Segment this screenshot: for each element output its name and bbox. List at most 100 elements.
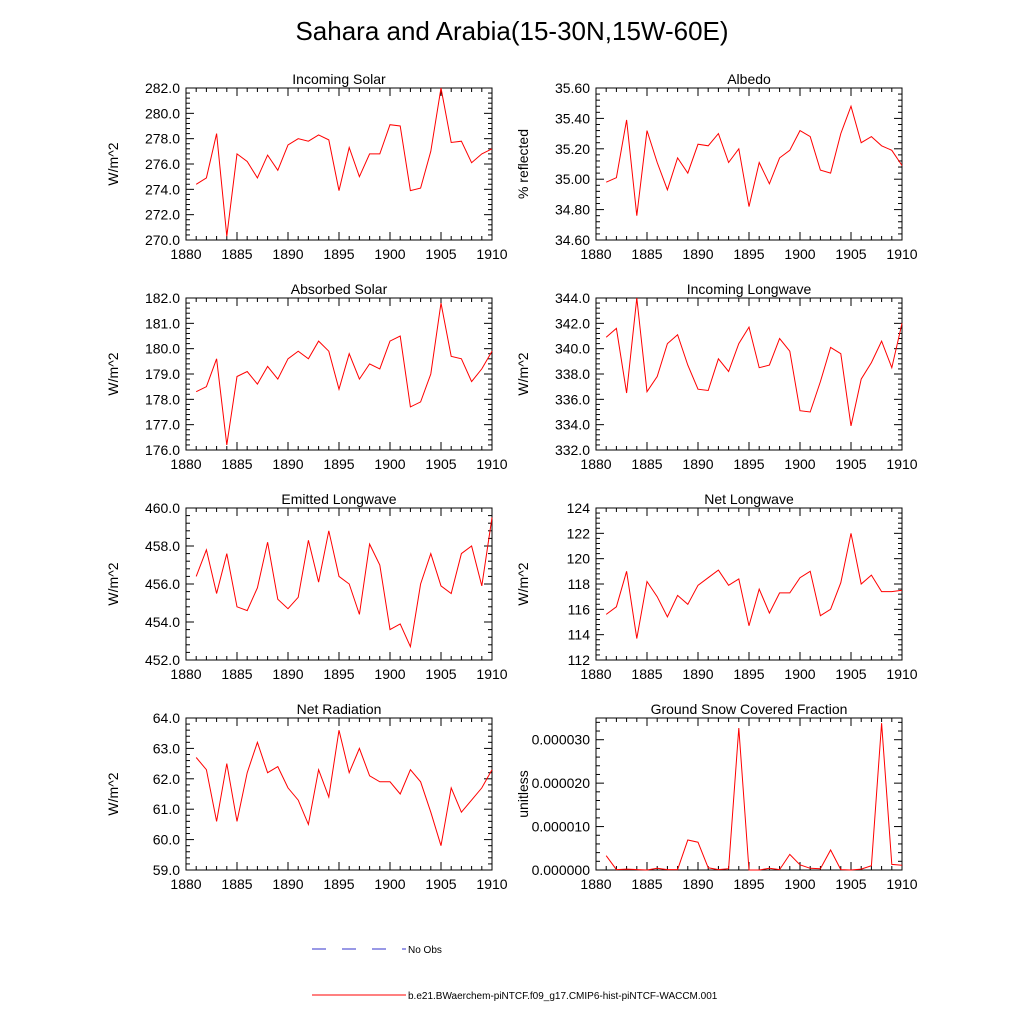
- y-tick-label: 338.0: [555, 366, 590, 382]
- plot-frame: [595, 717, 903, 871]
- series-line-ground-snow-covered-fraction: [605, 723, 903, 871]
- y-tick-label: 332.0: [555, 442, 590, 458]
- y-tick-label: 344.0: [555, 290, 590, 306]
- y-tick-label: 124: [567, 500, 591, 516]
- y-tick-label: 34.60: [555, 232, 590, 248]
- x-tick-label: 1900: [784, 456, 815, 472]
- panel-title: Emitted Longwave: [281, 491, 396, 507]
- x-tick-label: 1885: [631, 456, 662, 472]
- y-tick-label: 342.0: [555, 315, 590, 331]
- y-tick-label: 34.80: [555, 202, 590, 218]
- panel-incoming-solar: Incoming Solar W/m^2 1880 1885 1890 1895 1900 1…: [105, 71, 508, 262]
- y-tick-label: 176.0: [145, 442, 180, 458]
- plot-frame: [595, 297, 903, 451]
- plot-frame: [185, 507, 493, 661]
- y-tick-label: 0.000010: [532, 819, 591, 835]
- x-tick-label: 1905: [425, 666, 456, 682]
- y-tick-label: 35.20: [555, 141, 590, 157]
- panel-title: Ground Snow Covered Fraction: [651, 701, 848, 717]
- plot-frame: [595, 507, 903, 661]
- y-tick-label: 456.0: [145, 576, 180, 592]
- y-tick-label: 276.0: [145, 156, 180, 172]
- y-tick-label: 340.0: [555, 341, 590, 357]
- x-tick-label: 1880: [170, 666, 201, 682]
- x-tick-label: 1880: [580, 876, 611, 892]
- x-tick-label: 1910: [886, 666, 917, 682]
- x-tick-label: 1900: [374, 666, 405, 682]
- y-axis-label: % reflected: [515, 129, 531, 199]
- y-tick-label: 179.0: [145, 366, 180, 382]
- figure-title: Sahara and Arabia(15-30N,15W-60E): [295, 16, 728, 46]
- y-tick-label: 182.0: [145, 290, 180, 306]
- series-line-albedo: [605, 104, 903, 216]
- x-tick-label: 1885: [221, 876, 252, 892]
- panel-title: Albedo: [727, 71, 771, 87]
- y-tick-label: 116: [568, 601, 591, 617]
- x-tick-label: 1905: [835, 666, 866, 682]
- panels: Incoming Solar W/m^2 1880 1885 1890 1895 1900 1…: [105, 71, 918, 892]
- y-tick-label: 452.0: [145, 652, 180, 668]
- panel-albedo: Albedo % reflected 1880 1885 1890 1895 1900 190…: [515, 71, 918, 262]
- x-tick-label: 1885: [221, 456, 252, 472]
- y-tick-label: 180.0: [145, 341, 180, 357]
- y-tick-label: 120: [567, 551, 591, 567]
- x-tick-label: 1885: [631, 666, 662, 682]
- panel-title: Net Radiation: [297, 701, 382, 717]
- x-tick-label: 1910: [886, 246, 917, 262]
- y-tick-label: 35.00: [555, 171, 590, 187]
- x-tick-label: 1885: [631, 876, 662, 892]
- plot-frame: [185, 87, 493, 241]
- y-tick-label: 35.60: [555, 80, 590, 96]
- y-tick-label: 181.0: [145, 315, 180, 331]
- series-line-incoming-solar: [195, 87, 493, 237]
- y-axis-label: W/m^2: [105, 352, 121, 395]
- x-tick-label: 1885: [631, 246, 662, 262]
- y-tick-label: 278.0: [145, 131, 180, 147]
- x-tick-label: 1895: [323, 666, 354, 682]
- legend: No Obs b.e21.BWaerchem-piNTCF.f09_g17.CM…: [312, 945, 718, 1002]
- x-tick-label: 1880: [170, 246, 201, 262]
- x-tick-label: 1890: [272, 666, 303, 682]
- y-tick-label: 0.000000: [532, 862, 591, 878]
- y-tick-label: 454.0: [145, 614, 180, 630]
- x-tick-label: 1880: [580, 246, 611, 262]
- x-tick-label: 1910: [886, 876, 917, 892]
- panel-title: Net Longwave: [704, 491, 794, 507]
- series-line-emitted-longwave: [195, 517, 493, 649]
- y-tick-label: 61.0: [153, 801, 180, 817]
- y-tick-label: 59.0: [153, 862, 180, 878]
- panel-emitted-longwave: Emitted Longwave W/m^2 1880 1885 1890 1895 190…: [105, 491, 508, 682]
- panel-net-longwave: Net Longwave W/m^2 1880 1885 1890 1895 1900 190…: [515, 491, 918, 682]
- x-tick-label: 1890: [682, 246, 713, 262]
- x-tick-label: 1895: [733, 246, 764, 262]
- legend-label-no-obs: No Obs: [408, 945, 442, 956]
- series-line-net-longwave: [605, 533, 903, 639]
- x-tick-label: 1885: [221, 246, 252, 262]
- x-tick-label: 1880: [580, 456, 611, 472]
- x-tick-label: 1910: [476, 246, 507, 262]
- legend-label-model: b.e21.BWaerchem-piNTCF.f09_g17.CMIP6-his…: [408, 991, 718, 1002]
- y-tick-label: 122: [567, 525, 591, 541]
- x-tick-label: 1890: [272, 246, 303, 262]
- y-tick-label: 114: [568, 627, 591, 643]
- panel-title: Absorbed Solar: [291, 281, 388, 297]
- x-tick-label: 1890: [272, 876, 303, 892]
- y-tick-label: 0.000020: [532, 775, 591, 791]
- y-tick-label: 118: [568, 576, 591, 592]
- y-tick-label: 334.0: [555, 417, 590, 433]
- panel-net-radiation: Net Radiation W/m^2 1880 1885 1890 1895 1900 19…: [105, 701, 508, 892]
- y-tick-label: 274.0: [145, 181, 180, 197]
- panel-title: Incoming Solar: [292, 71, 386, 87]
- series-line-absorbed-solar: [195, 303, 493, 445]
- x-tick-label: 1900: [784, 876, 815, 892]
- x-tick-label: 1910: [886, 456, 917, 472]
- x-tick-label: 1905: [835, 876, 866, 892]
- panel-absorbed-solar: Absorbed Solar W/m^2 1880 1885 1890 1895 1900 1…: [105, 281, 508, 472]
- y-tick-label: 280.0: [145, 105, 180, 121]
- panel-incoming-longwave: Incoming Longwave W/m^2 1880 1885 1890 1895 19…: [515, 281, 918, 472]
- x-tick-label: 1890: [682, 456, 713, 472]
- y-tick-label: 336.0: [555, 391, 590, 407]
- x-tick-label: 1900: [374, 456, 405, 472]
- y-axis-label: W/m^2: [105, 772, 121, 815]
- x-tick-label: 1895: [733, 456, 764, 472]
